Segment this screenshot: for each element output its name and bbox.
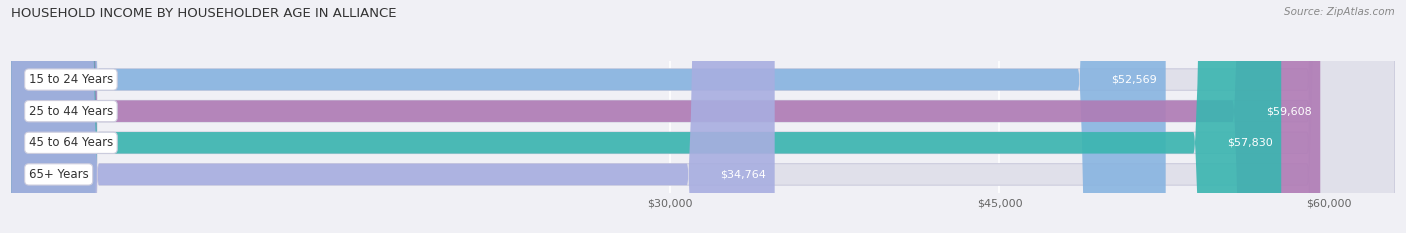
FancyBboxPatch shape <box>11 0 1395 233</box>
FancyBboxPatch shape <box>11 0 1395 233</box>
FancyBboxPatch shape <box>11 0 1166 233</box>
Text: 25 to 44 Years: 25 to 44 Years <box>28 105 112 118</box>
Text: HOUSEHOLD INCOME BY HOUSEHOLDER AGE IN ALLIANCE: HOUSEHOLD INCOME BY HOUSEHOLDER AGE IN A… <box>11 7 396 20</box>
FancyBboxPatch shape <box>11 0 1320 233</box>
FancyBboxPatch shape <box>11 0 1395 233</box>
Text: 45 to 64 Years: 45 to 64 Years <box>28 136 112 149</box>
Text: 15 to 24 Years: 15 to 24 Years <box>28 73 112 86</box>
Text: $34,764: $34,764 <box>720 169 766 179</box>
Text: Source: ZipAtlas.com: Source: ZipAtlas.com <box>1284 7 1395 17</box>
FancyBboxPatch shape <box>11 0 775 233</box>
Text: $52,569: $52,569 <box>1111 75 1157 85</box>
Text: $59,608: $59,608 <box>1265 106 1312 116</box>
Text: $57,830: $57,830 <box>1226 138 1272 148</box>
FancyBboxPatch shape <box>11 0 1395 233</box>
FancyBboxPatch shape <box>11 0 1281 233</box>
Text: 65+ Years: 65+ Years <box>28 168 89 181</box>
